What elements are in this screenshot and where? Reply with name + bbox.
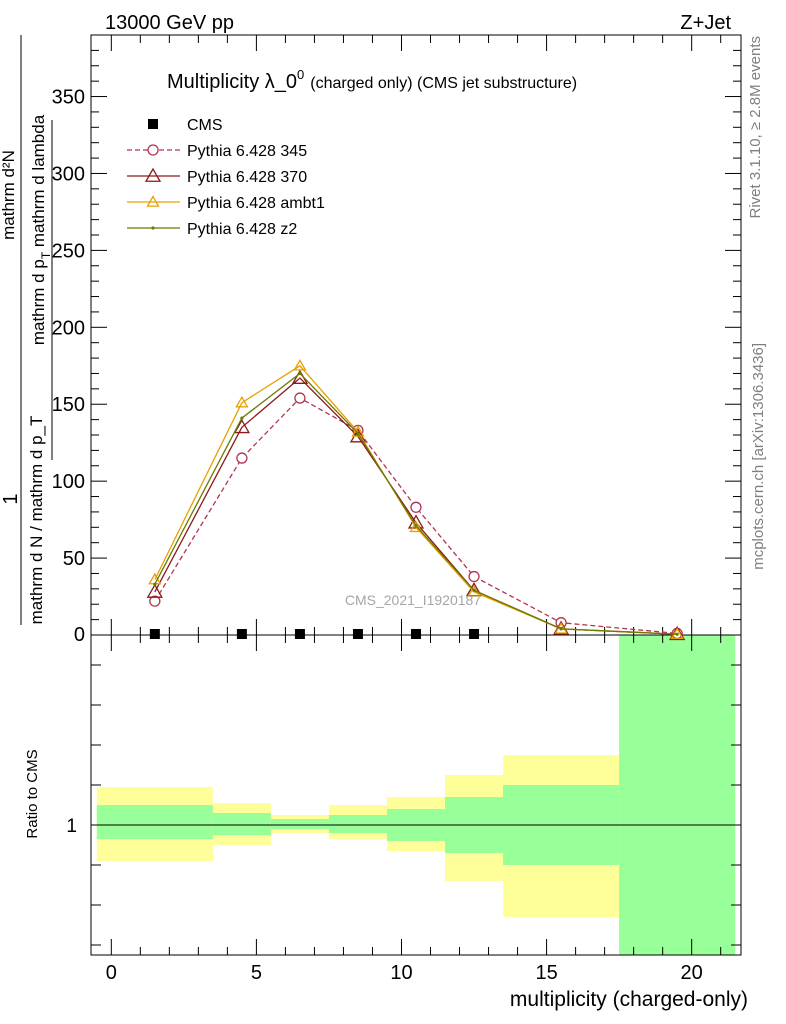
cms-data-point [469,629,480,639]
series-point-dot [240,416,244,420]
analysis-watermark: CMS_2021_I1920187 [345,592,481,608]
legend-item: Pythia 6.428 z2 [127,221,297,238]
ratio-band-green-2 [270,819,329,829]
y-tick-label: 150 [52,394,85,416]
legend-label: Pythia 6.428 370 [187,169,307,186]
legend-label: CMS [187,117,223,134]
series-point-dot [298,371,302,376]
y-label-numerator: mathrm d²N [0,150,18,240]
series-point-circle [410,501,422,513]
main-axis-ticks: 50 100 150 200 250 300 350 0 [52,35,741,646]
series-point-dot [675,632,679,636]
legend-item: CMS [148,117,223,134]
legend-marker-square [148,119,158,129]
legend-item: Pythia 6.428 345 [127,143,307,160]
series-point-dot [153,582,157,586]
data-series [146,358,686,641]
legend-item: Pythia 6.428 370 [127,167,307,186]
series-point-circle [236,452,248,464]
x-tick-label: 10 [390,962,412,984]
main-y-axis-label: 1 mathrm d N / mathrm d p_T mathrm d²N m… [0,35,53,625]
ratio-band-green-7 [619,635,736,955]
cms-data-point [352,629,363,639]
series-point-triangle [669,625,686,641]
chart-title-extra: (charged only) (CMS jet substructure) [310,75,577,92]
chart-title-main: Multiplicity λ_0 [167,71,297,93]
legend: CMS Pythia 6.428 345 Pythia 6.428 370 Pythi… [127,117,325,238]
legend-item: Pythia 6.428 ambt1 [127,195,325,212]
ratio-band-green-1 [212,813,271,835]
x-tick-label: 0 [106,962,117,984]
x-tick-label: 5 [251,962,262,984]
series-point-dot [151,226,155,230]
series-point-circle [468,570,480,583]
series-point-triangle [146,195,160,207]
chart-title-superscript: 0 [297,67,304,82]
series-point-dot [559,627,563,631]
series-point-triangle [235,395,249,408]
legend-label: Pythia 6.428 z2 [187,221,297,238]
series-point-triangle [144,167,162,182]
y-tick-label: 200 [52,317,85,339]
y-tick-label: 250 [52,240,85,262]
y-label-one: 1 [0,493,22,504]
ratio-axis-ticks: 0 5 10 15 20 1 [66,635,741,984]
series-point-circle [147,144,159,156]
header-right-label: Z+Jet [680,12,731,34]
series-point-triangle [293,358,307,371]
cms-data-point [411,629,421,639]
x-tick-label: 20 [681,962,703,984]
ratio-band-green-0 [96,805,213,839]
mcplots-label: mcplots.cern.ch [arXiv:1306.3436] [750,343,767,570]
y-label-denominator: mathrm d N / mathrm d p_T [27,416,46,625]
series-point-dot [414,524,418,528]
series-line [154,397,678,635]
cms-data-point [294,629,305,639]
series-point-triangle [409,520,423,533]
legend-label: Pythia 6.428 345 [187,143,307,160]
ratio-band-green-3 [328,815,387,833]
series-4 [153,371,679,636]
ratio-y-tick-label: 1 [66,816,77,837]
y-tick-label: 300 [52,163,85,185]
cms-data-point [149,629,160,639]
series-0 [149,629,480,639]
series-point-triangle [146,583,163,598]
header-left-label: 13000 GeV pp [105,12,234,34]
series-point-dot [472,588,476,592]
x-tick-label: 15 [535,962,557,984]
series-line [154,372,678,635]
chart-title: Multiplicity λ_00 (charged only) (CMS jet… [167,67,577,93]
y-zero-label: 0 [74,624,85,646]
y-tick-label: 350 [52,87,85,109]
y-tick-label: 100 [52,471,85,493]
legend-label: Pythia 6.428 ambt1 [187,195,325,212]
series-point-circle [294,392,306,404]
rivet-label: Rivet 3.1.10, ≥ 2.8M events [747,36,764,219]
y-tick-label: 50 [63,548,85,570]
series-point-triangle [233,418,251,434]
series-point-circle [149,595,161,607]
ratio-y-axis-label: Ratio to CMS [24,749,41,838]
series-point-dot [356,431,360,436]
cms-data-point [236,629,247,639]
y-label-numerator-line2: mathrm d pT mathrm d lambda [29,114,53,345]
x-axis-label: multiplicity (charged-only) [510,988,748,1011]
ratio-uncertainty-bands [91,635,741,955]
